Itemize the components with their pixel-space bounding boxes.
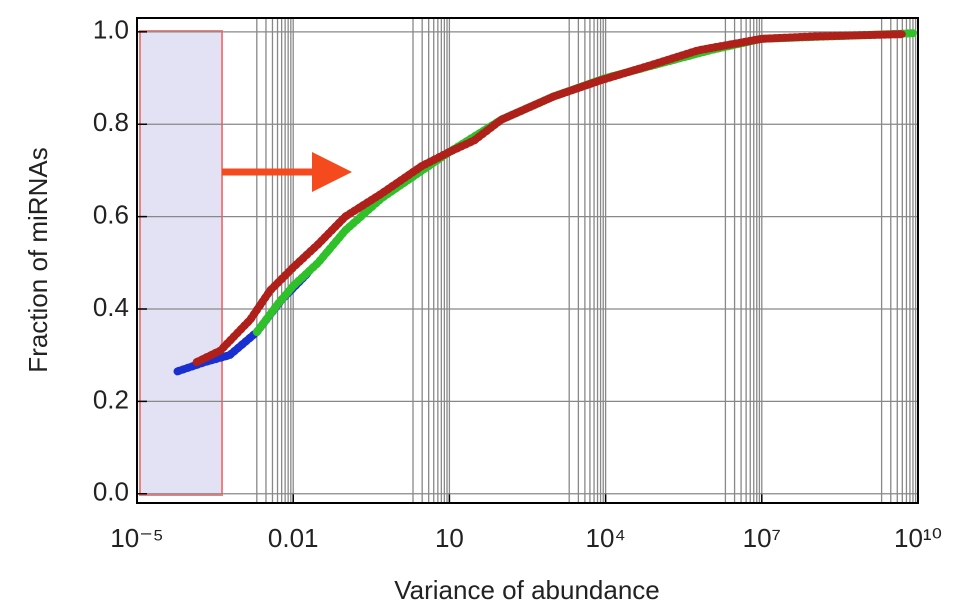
data-point bbox=[646, 62, 654, 70]
x-tick-label: 10¹⁰ bbox=[894, 523, 942, 553]
data-point bbox=[314, 240, 322, 248]
data-point bbox=[253, 328, 261, 336]
data-point bbox=[341, 226, 349, 234]
data-point bbox=[758, 35, 766, 43]
y-tick-label: 0.2 bbox=[93, 384, 129, 414]
data-point bbox=[445, 148, 453, 156]
y-tick-label: 1.0 bbox=[93, 15, 129, 45]
arrow-head bbox=[312, 152, 352, 192]
data-point bbox=[216, 347, 224, 355]
data-point bbox=[226, 351, 234, 359]
x-tick-label: 10⁷ bbox=[743, 523, 781, 553]
y-axis-label: Fraction of miRNAs bbox=[23, 147, 53, 372]
data-point bbox=[289, 263, 297, 271]
y-tick-label: 0.8 bbox=[93, 107, 129, 137]
data-point bbox=[193, 358, 201, 366]
data-point bbox=[470, 136, 478, 144]
data-point bbox=[497, 116, 505, 124]
highlight-region bbox=[139, 30, 223, 496]
y-tick-label: 0.0 bbox=[93, 477, 129, 507]
data-point bbox=[909, 29, 917, 37]
data-point bbox=[418, 162, 426, 170]
data-point bbox=[810, 32, 818, 40]
data-point bbox=[289, 282, 297, 290]
data-point bbox=[174, 367, 182, 375]
x-tick-label: 10⁴ bbox=[586, 523, 626, 553]
y-tick-label: 0.6 bbox=[93, 199, 129, 229]
x-tick-label: 0.01 bbox=[268, 523, 319, 553]
data-point bbox=[550, 93, 558, 101]
data-point bbox=[694, 46, 702, 54]
data-point bbox=[266, 287, 274, 295]
data-line bbox=[192, 30, 907, 367]
y-tick-label: 0.4 bbox=[93, 292, 129, 322]
data-point bbox=[378, 190, 386, 198]
x-tick-label: 10⁻⁵ bbox=[110, 523, 163, 553]
data-point bbox=[274, 300, 282, 308]
plot-frame bbox=[136, 17, 919, 504]
data-point bbox=[314, 259, 322, 267]
data-point bbox=[597, 76, 605, 84]
data-point bbox=[341, 213, 349, 221]
x-tick-label: 10 bbox=[435, 523, 464, 553]
data-point bbox=[898, 30, 906, 38]
data-point bbox=[246, 316, 254, 324]
x-axis-label: Variance of abundance bbox=[394, 575, 660, 605]
